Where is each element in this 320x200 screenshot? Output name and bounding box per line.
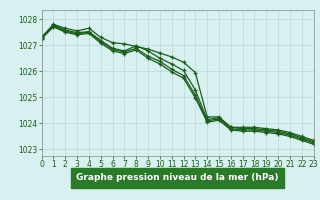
X-axis label: Graphe pression niveau de la mer (hPa): Graphe pression niveau de la mer (hPa) (76, 173, 279, 182)
